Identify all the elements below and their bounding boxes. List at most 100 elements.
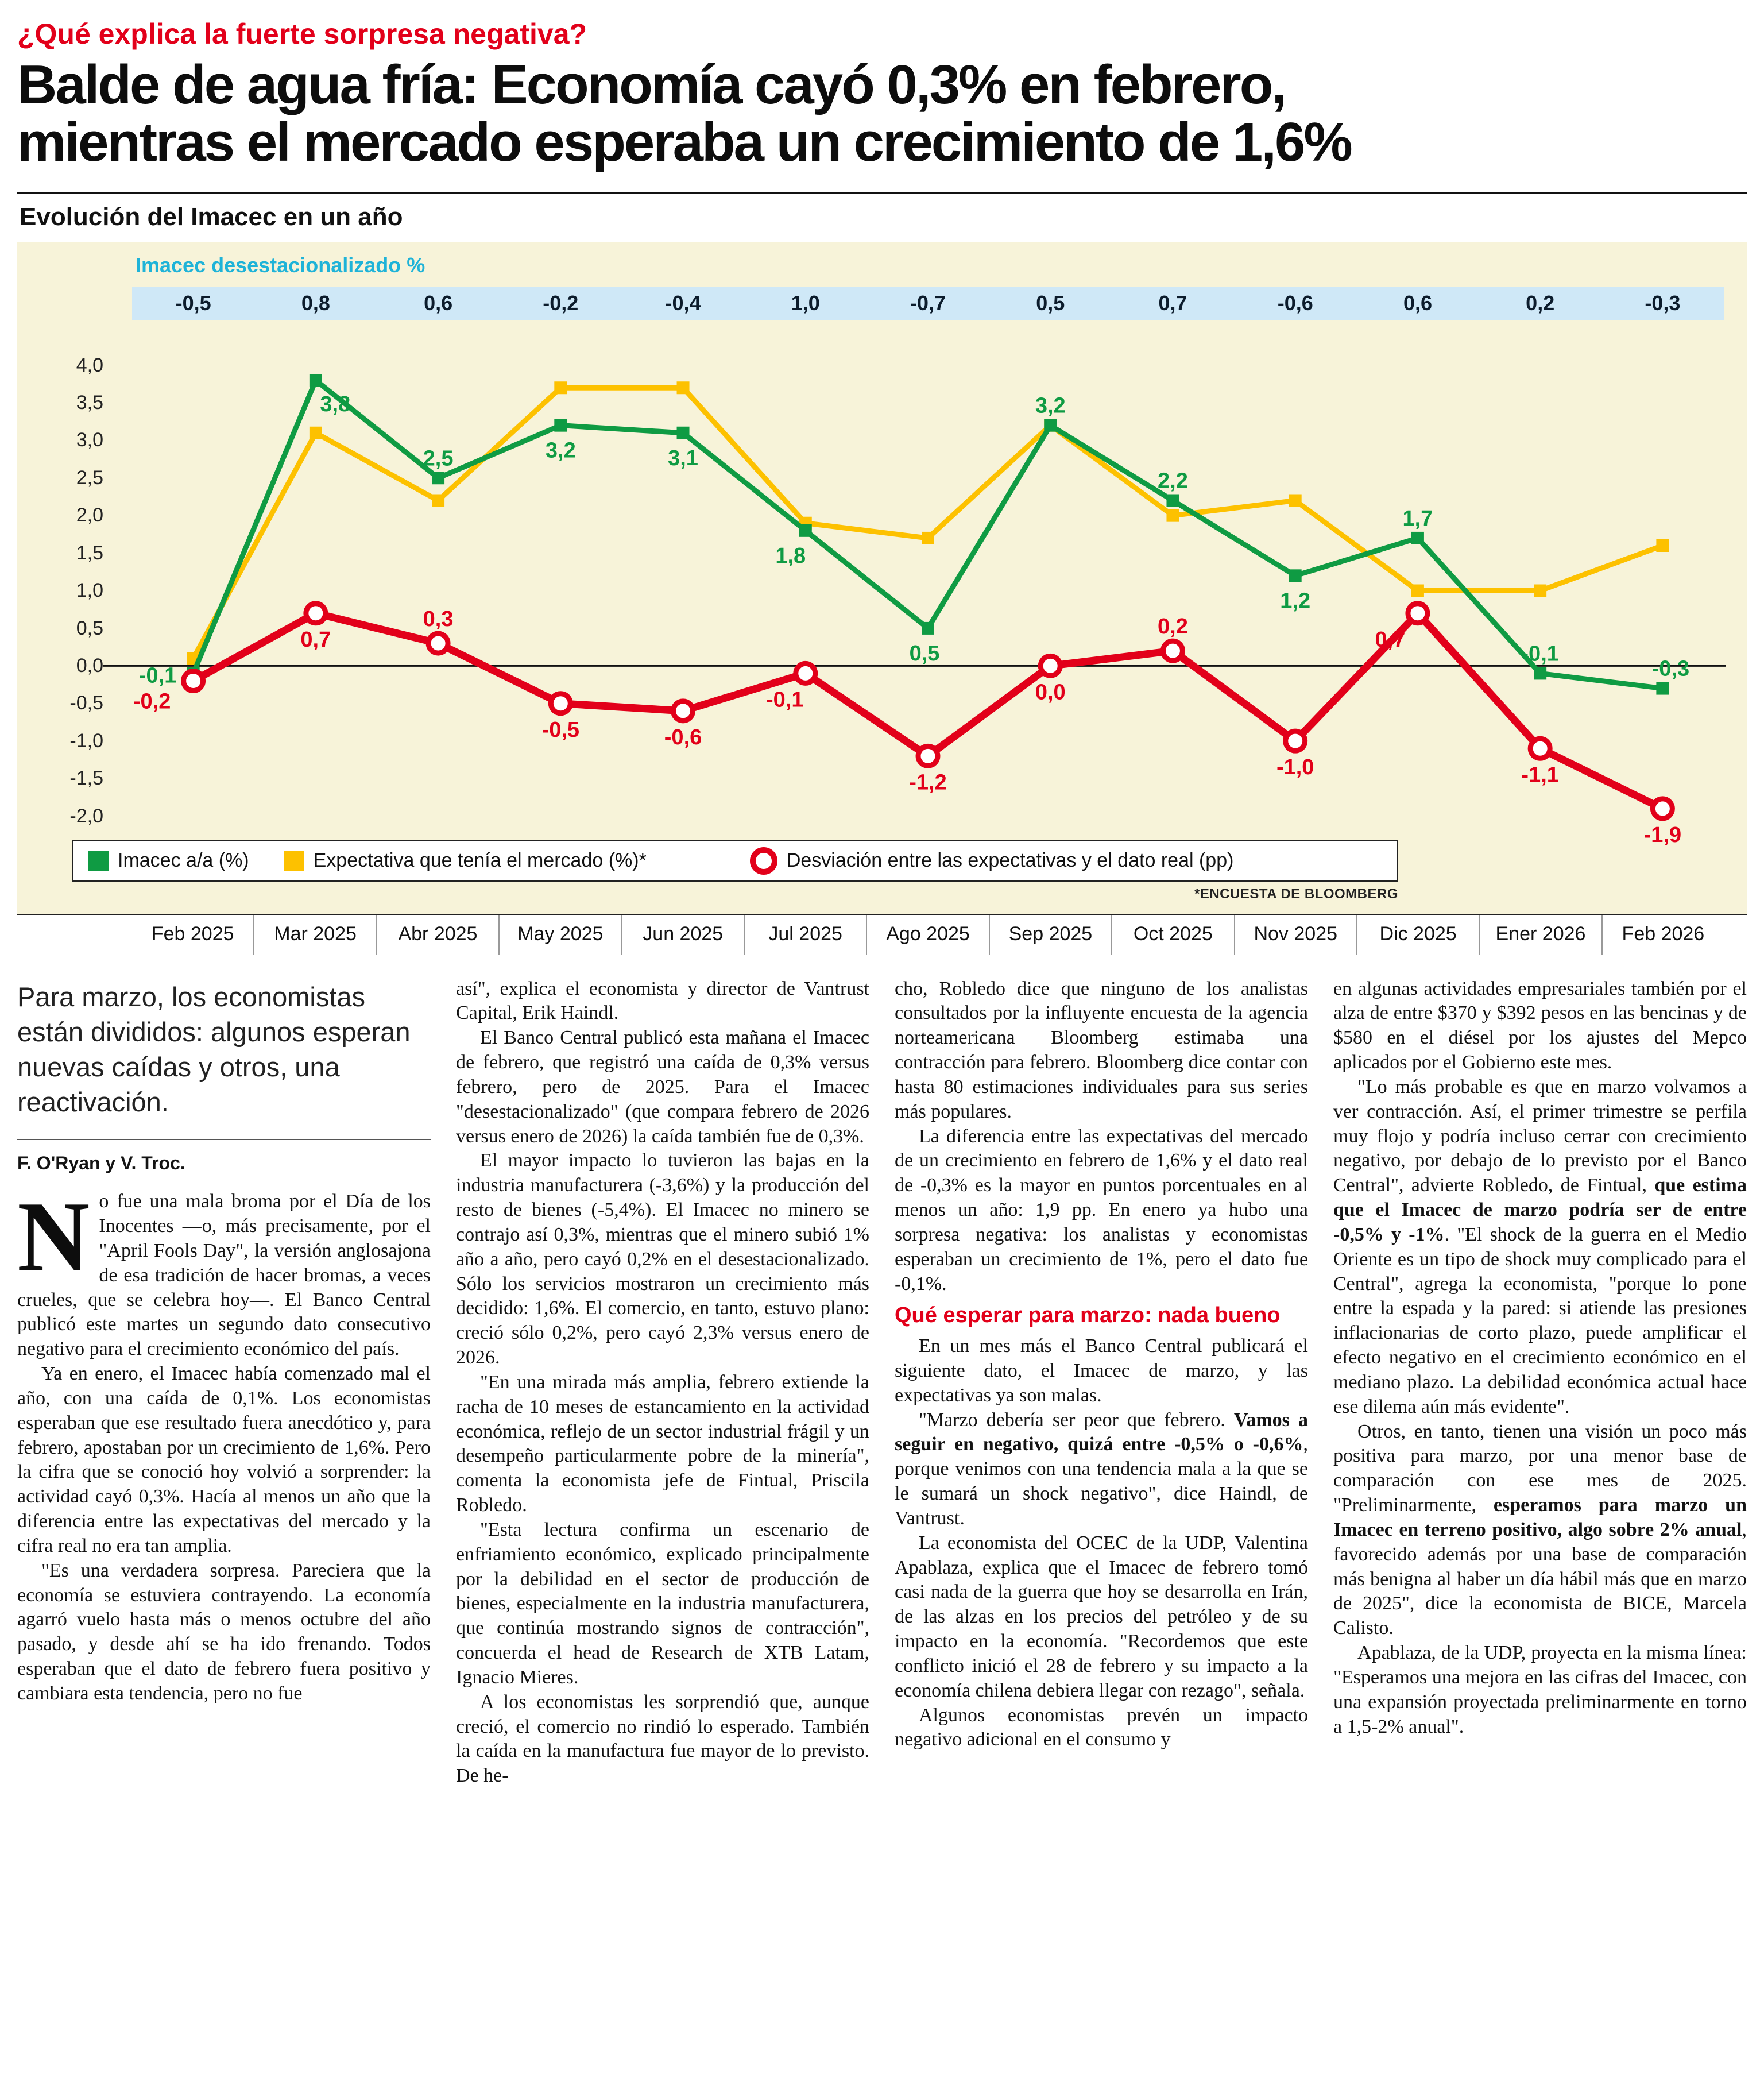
article-column-1: Para marzo, los economistas están dividi… [17,977,431,1788]
strip-value: -0,5 [175,291,211,315]
body-text: La diferencia entre las expectativas del… [895,1125,1308,1295]
value-label-imacec: 3,2 [1035,393,1066,418]
y-tick-label: 2,0 [76,504,103,527]
bold-text: Vamos a seguir en negativo, quizá entre … [895,1409,1308,1455]
strip-value: 0,5 [1036,291,1065,315]
marker-expectativa [1289,494,1302,507]
marker-desviacion [1283,728,1308,754]
value-label-desviacion: 0,7 [300,627,331,651]
paragraph: "Marzo debería ser peor que febrero. Vam… [895,1408,1308,1531]
value-label-imacec: -0,1 [139,663,176,687]
article-subhead: Qué esperar para marzo: nada bueno [895,1303,1281,1328]
body-text: En un mes más el Banco Central publicará… [895,1335,1308,1406]
article-column-3: cho, Robledo dice que ninguno de los ana… [895,977,1308,1788]
body-text: en algunas actividades empresariales tam… [1333,978,1747,1073]
body-text: cho, Robledo dice que ninguno de los ana… [895,978,1308,1122]
marker-imacec [432,471,445,484]
value-label-desviacion: -1,0 [1276,755,1314,779]
marker-expectativa [1166,509,1179,522]
chart-legend: Imacec a/a (%) Expectativa que tenía el … [72,840,1398,882]
paragraph: cho, Robledo dice que ninguno de los ana… [895,977,1308,1125]
strip-value: 0,8 [301,291,330,315]
article-column-2: así", explica el economista y director d… [456,977,869,1788]
paragraph: "Esta lectura confirma un escenario de e… [456,1518,869,1690]
value-label-imacec: 0,5 [910,642,940,666]
value-label-desviacion: 0,7 [1375,627,1406,651]
strip-value: -0,4 [665,291,701,315]
paragraph: Algunos economistas prevén un impacto ne… [895,1703,1308,1753]
value-label-desviacion: -0,1 [766,687,803,712]
y-tick-label: -0,5 [69,692,103,714]
marker-desviacion [1160,638,1185,663]
y-tick-label: 1,0 [76,580,103,602]
drop-cap: N [17,1181,90,1293]
marker-expectativa [676,381,690,394]
marker-desviacion [1650,796,1675,821]
value-label-imacec: -0,3 [1652,656,1689,681]
body-text: , porque venimos con una tendencia mala … [895,1434,1308,1529]
strip-value: 0,7 [1158,291,1187,315]
marker-expectativa [1534,584,1547,597]
strip-value: 1,0 [791,291,820,315]
marker-imacec [1411,531,1424,544]
green-square-icon [88,850,109,871]
marker-imacec [676,426,690,439]
value-label-desviacion: 0,2 [1158,615,1188,639]
y-tick-label: 1,5 [76,542,103,564]
marker-desviacion [671,698,696,723]
chart-section: Evolución del Imacec en un año Imacec de… [17,191,1747,955]
strip-band: -0,5 0,8 0,6 -0,2 -0,4 1,0 -0,7 0,5 0,7 -0,6 0,6 0,… [132,286,1724,320]
x-axis-label: Jul 2025 [743,914,866,955]
article-column-4: en algunas actividades empresariales tam… [1333,977,1747,1788]
x-axis-label: May 2025 [498,914,621,955]
article-columns: Para marzo, los economistas están dividi… [17,977,1747,1788]
body-text: El mayor impacto lo tuvieron las bajas e… [456,1150,869,1369]
value-label-imacec: 3,2 [546,438,576,462]
value-label-imacec: -0,1 [1521,642,1558,666]
x-axis-label: Sep 2025 [988,914,1111,955]
y-tick-label: 3,5 [76,392,103,414]
marker-expectativa [309,426,322,439]
headline: Balde de agua fría: Economía cayó 0,3% e… [17,56,1747,171]
body-text: El Banco Central publicó esta mañana el … [456,1027,869,1147]
paragraph: Otros, en tanto, tienen una visión un po… [1333,1420,1747,1641]
paragraph: Apablaza, de la UDP, proyecta en la mism… [1333,1641,1747,1739]
body-text: Ya en enero, el Imacec había comenzado m… [17,1363,431,1556]
value-label-imacec: 1,7 [1403,507,1433,531]
body-text: . "El shock de la guerra en el Medio Ori… [1333,1223,1747,1417]
value-label-imacec: 2,2 [1158,469,1188,493]
marker-expectativa [432,494,445,507]
value-label-imacec: 1,2 [1280,589,1310,613]
value-label-desviacion: -0,5 [542,717,579,741]
paragraph: La economista del OCEC de la UDP, Valent… [895,1531,1308,1703]
article-byline: F. O'Ryan y V. Troc. [17,1139,431,1189]
paragraph: Ya en enero, el Imacec había comenzado m… [17,1362,431,1559]
x-axis-label: Jun 2025 [621,914,744,955]
strip-value: -0,2 [543,291,579,315]
yellow-square-icon [283,850,304,871]
strip-value: 0,6 [424,291,453,315]
strip-value: 0,2 [1526,291,1555,315]
x-axis-inner: Feb 2025 Mar 2025 Abr 2025 May 2025 Jun 2025… [132,914,1724,955]
marker-desviacion [915,743,941,768]
body-text: Otros, en tanto, tienen una visión un po… [1333,1420,1747,1516]
value-label-desviacion: -1,1 [1521,763,1558,787]
x-axis-label: Mar 2025 [253,914,376,955]
x-axis-label: Ener 2026 [1479,914,1601,955]
y-tick-label: 2,5 [76,466,103,489]
y-tick-label: -1,5 [69,767,103,790]
body-text: así", explica el economista y director d… [456,978,869,1024]
legend-label-desviacion: Desviación entre las expectativas y el d… [786,849,1234,872]
marker-expectativa [1656,539,1669,552]
marker-desviacion [548,690,573,716]
strip-value: -0,3 [1645,291,1681,315]
paragraph: La diferencia entre las expectativas del… [895,1125,1308,1297]
value-label-imacec: 1,8 [775,543,806,567]
y-tick-label: -2,0 [69,805,103,827]
marker-desviacion [793,660,818,686]
marker-imacec [554,419,567,432]
strip-value: -0,7 [910,291,946,315]
body-text: "Lo más probable es que en marzo volvamo… [1333,1076,1747,1196]
strip-label: Imacec desestacionalizado % [136,253,425,277]
